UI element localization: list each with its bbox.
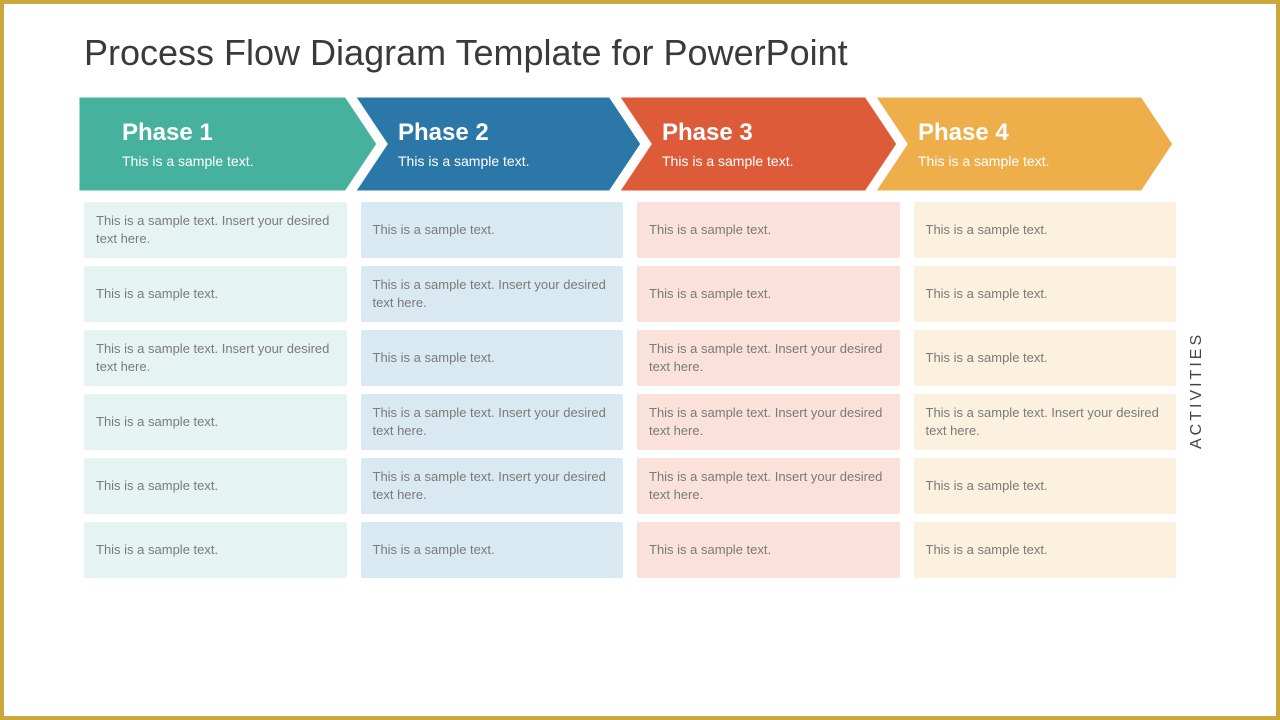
activity-cell: This is a sample text.	[84, 458, 347, 514]
activity-cell: This is a sample text. Insert your desir…	[84, 330, 347, 386]
activity-cell: This is a sample text.	[84, 266, 347, 322]
phase-label: Phase 4 This is a sample text.	[874, 119, 1174, 169]
phase-chevron-3: Phase 3 This is a sample text.	[618, 96, 898, 192]
phase-title: Phase 4	[918, 119, 1174, 147]
activity-cell: This is a sample text. Insert your desir…	[637, 330, 900, 386]
activities-grid: This is a sample text. Insert your desir…	[84, 202, 1176, 578]
phase-chevron-2: Phase 2 This is a sample text.	[354, 96, 642, 192]
activity-cell: This is a sample text.	[914, 522, 1177, 578]
activity-cell: This is a sample text. Insert your desir…	[84, 202, 347, 258]
activity-cell: This is a sample text. Insert your desir…	[361, 458, 624, 514]
slide: Process Flow Diagram Template for PowerP…	[4, 4, 1276, 598]
phase-chevron-1: Phase 1 This is a sample text.	[78, 96, 378, 192]
phase-subtitle: This is a sample text.	[122, 153, 378, 169]
phase-label: Phase 1 This is a sample text.	[78, 119, 378, 169]
activity-cell: This is a sample text.	[914, 330, 1177, 386]
activities-side-label: ACTIVITIES	[1184, 202, 1216, 578]
activity-cell: This is a sample text. Insert your desir…	[361, 266, 624, 322]
activity-cell: This is a sample text.	[361, 202, 624, 258]
phase-subtitle: This is a sample text.	[662, 153, 898, 169]
phase-title: Phase 2	[398, 119, 642, 147]
phase-label: Phase 3 This is a sample text.	[618, 119, 898, 169]
activity-cell: This is a sample text.	[84, 522, 347, 578]
chevron-row: Phase 1 This is a sample text. Phase 2 This…	[78, 96, 1216, 192]
phase-subtitle: This is a sample text.	[398, 153, 642, 169]
activity-cell: This is a sample text. Insert your desir…	[637, 458, 900, 514]
activity-cell: This is a sample text.	[637, 202, 900, 258]
activity-cell: This is a sample text. Insert your desir…	[637, 394, 900, 450]
activity-cell: This is a sample text.	[914, 458, 1177, 514]
page-title: Process Flow Diagram Template for PowerP…	[84, 32, 1216, 74]
phase-label: Phase 2 This is a sample text.	[354, 119, 642, 169]
phase-subtitle: This is a sample text.	[918, 153, 1174, 169]
activities-column-2: This is a sample text. This is a sample t…	[361, 202, 624, 578]
activity-cell: This is a sample text.	[914, 266, 1177, 322]
activities-column-1: This is a sample text. Insert your desir…	[84, 202, 347, 578]
activities-column-4: This is a sample text. This is a sample t…	[914, 202, 1177, 578]
activity-cell: This is a sample text.	[361, 330, 624, 386]
phase-title: Phase 3	[662, 119, 898, 147]
activity-cell: This is a sample text.	[914, 202, 1177, 258]
activity-cell: This is a sample text.	[84, 394, 347, 450]
activity-cell: This is a sample text.	[637, 266, 900, 322]
activity-cell: This is a sample text.	[361, 522, 624, 578]
phase-title: Phase 1	[122, 119, 378, 147]
activity-cell: This is a sample text. Insert your desir…	[361, 394, 624, 450]
phase-chevron-4: Phase 4 This is a sample text.	[874, 96, 1174, 192]
activities-column-3: This is a sample text. This is a sample t…	[637, 202, 900, 578]
activity-cell: This is a sample text. Insert your desir…	[914, 394, 1177, 450]
activities-section: This is a sample text. Insert your desir…	[84, 202, 1216, 578]
activity-cell: This is a sample text.	[637, 522, 900, 578]
